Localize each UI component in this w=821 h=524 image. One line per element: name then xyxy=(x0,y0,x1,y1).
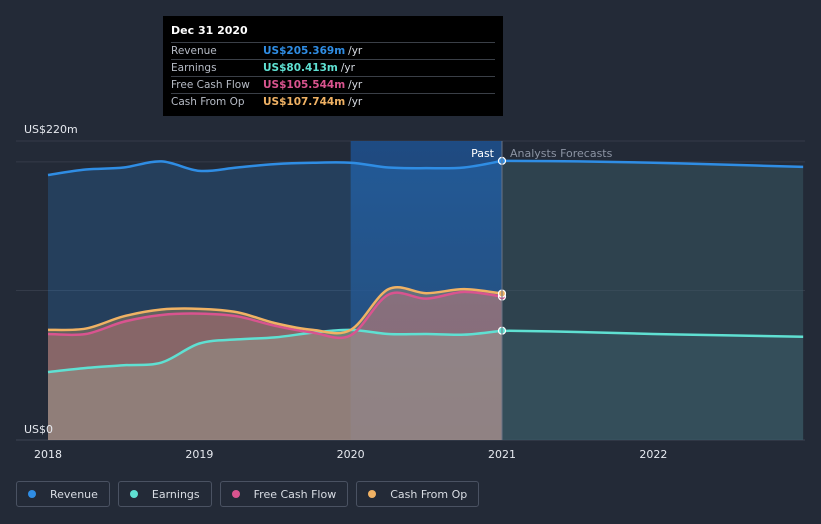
tooltip-unit: /yr xyxy=(340,62,355,74)
legend-item-earnings[interactable]: Earnings xyxy=(117,481,212,507)
legend-dot-icon xyxy=(368,490,377,498)
x-tick-label: 2019 xyxy=(185,448,213,461)
tooltip-row-earnings: Earnings US$80.413m /yr xyxy=(171,59,495,76)
legend-item-free-cash-flow[interactable]: Free Cash Flow xyxy=(219,481,349,507)
legend-dot-icon xyxy=(231,490,240,498)
y-axis-bottom-label: US$0 xyxy=(24,423,53,436)
tooltip-row-free-cash-flow: Free Cash Flow US$105.544m /yr xyxy=(171,76,495,93)
area-earnings xyxy=(48,329,502,440)
tooltip-unit: /yr xyxy=(348,96,363,108)
tooltip: Dec 31 2020 Revenue US$205.369m /yr Earn… xyxy=(163,16,503,116)
tooltip-label: Free Cash Flow xyxy=(171,79,250,91)
tooltip-value: US$205.369m xyxy=(263,45,346,57)
forecast-line-earnings xyxy=(501,329,804,338)
legend-dot-icon xyxy=(129,490,138,498)
y-axis-top-label: US$220m xyxy=(24,123,78,136)
past-label: Past xyxy=(471,147,495,160)
legend-item-revenue[interactable]: Revenue xyxy=(16,481,110,507)
axis-labels: US$220m US$0 Past Analysts Forecasts 2018 201… xyxy=(24,123,667,461)
x-tick-label: 2021 xyxy=(488,448,516,461)
x-tick-label: 2020 xyxy=(337,448,365,461)
legend-dot-icon xyxy=(28,490,36,498)
tooltip-date: Dec 31 2020 xyxy=(171,24,248,37)
legend-label: Cash From Op xyxy=(390,487,468,501)
tooltip-value: US$105.544m xyxy=(263,79,346,91)
area-free-cash-flow xyxy=(48,291,502,440)
tooltip-row-revenue: Revenue US$205.369m /yr xyxy=(171,42,495,59)
tooltip-row-cash-from-op: Cash From Op US$107.744m /yr xyxy=(171,93,495,110)
line-free-cash-flow xyxy=(47,290,503,340)
hover-markers xyxy=(497,141,507,440)
legend-item-cash-from-op[interactable]: Cash From Op xyxy=(356,481,480,507)
legend-label: Free Cash Flow xyxy=(253,487,337,501)
x-tick-label: 2022 xyxy=(639,448,667,461)
tooltip-label: Cash From Op xyxy=(171,96,245,108)
tooltip-value: US$107.744m xyxy=(263,96,346,108)
tooltip-label: Earnings xyxy=(171,62,217,74)
line-cash-from-op xyxy=(47,285,503,335)
legend-label: Revenue xyxy=(50,487,98,501)
area-cash-from-op xyxy=(48,287,502,440)
area-revenue xyxy=(48,160,502,440)
tooltip-value: US$80.413m xyxy=(263,62,338,74)
series-areas xyxy=(48,160,804,440)
line-earnings xyxy=(47,328,503,374)
series-lines xyxy=(47,159,804,374)
legend-label: Earnings xyxy=(151,487,200,501)
x-tick-label: 2018 xyxy=(34,448,62,461)
forecast-label: Analysts Forecasts xyxy=(510,147,613,160)
tooltip-label: Revenue xyxy=(171,45,217,57)
tooltip-unit: /yr xyxy=(348,79,363,91)
forecast-area-earnings xyxy=(502,330,804,440)
tooltip-unit: /yr xyxy=(348,45,363,57)
forecast-line-revenue xyxy=(501,159,804,169)
line-revenue xyxy=(47,159,503,177)
legend: Revenue Earnings Free Cash Flow Cash Fro… xyxy=(16,481,480,507)
